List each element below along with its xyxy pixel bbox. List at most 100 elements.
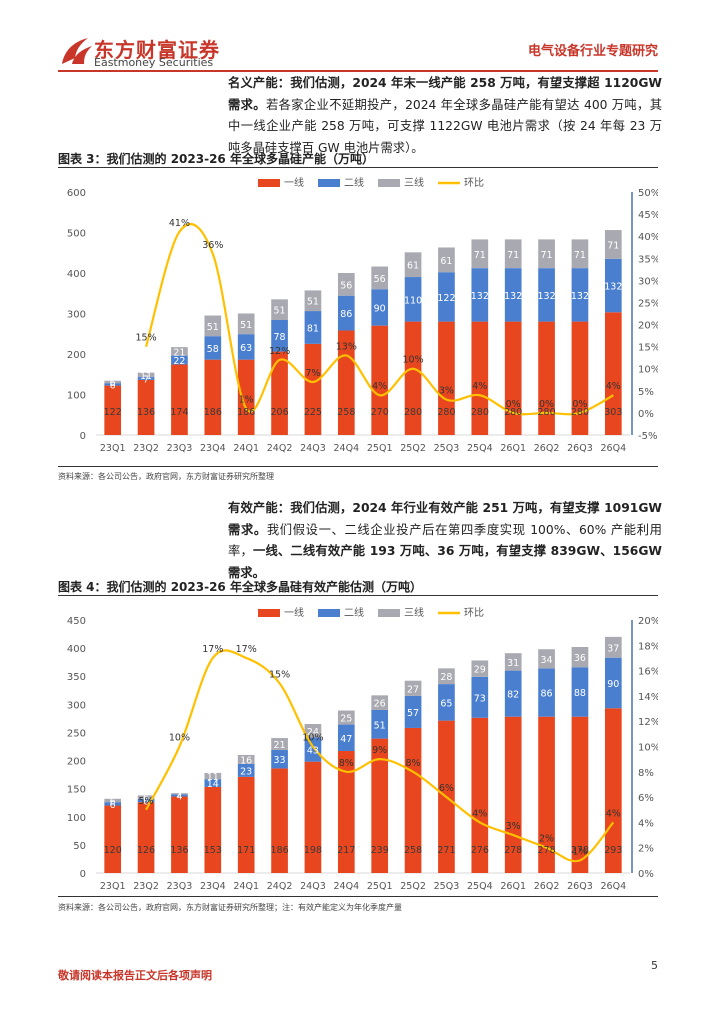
chart4-title: 图表 4：我们估测的 2023-26 年全球多晶硅有效产能估测（万吨） [58, 580, 422, 594]
x-tick-label: 26Q1 [500, 881, 526, 890]
data-label-tier2: 33 [274, 755, 286, 766]
x-tick-label: 23Q2 [133, 443, 159, 454]
data-label-tier1: 280 [537, 407, 555, 418]
chart3-bottom-rule [58, 466, 658, 467]
y-tick-label: 0 [80, 869, 86, 880]
data-label-mom: 5% [139, 796, 154, 807]
y-tick-label: 500 [67, 229, 86, 240]
chart3-source: 资料来源：各公司公告，政府官网，东方财富证券研究所整理 [58, 472, 274, 481]
para2-text1: 我们假设一、二线企业投产后在第四季度实现 100%、60% 产能利用率， [228, 522, 662, 559]
x-tick-label: 23Q4 [200, 881, 226, 890]
y2-tick-label: 8% [638, 768, 654, 779]
series-line-mom [145, 649, 615, 863]
data-label-tier3: 6 [110, 796, 116, 807]
data-label-tier2: 132 [471, 291, 489, 302]
y2-tick-label: 18% [638, 641, 658, 652]
bar-tier3 [471, 660, 489, 677]
data-label-mom: 17% [236, 644, 257, 655]
bar-tier2 [471, 676, 489, 718]
data-label-mom: 0% [539, 399, 554, 410]
x-tick-label: 25Q3 [434, 443, 460, 454]
bar-tier1 [304, 761, 322, 873]
data-label-tier1: 120 [104, 845, 122, 856]
bar-tier3 [404, 252, 422, 278]
y2-tick-label: 12% [638, 717, 658, 728]
legend-label-0: 一线 [284, 176, 304, 189]
y2-tick-label: 0% [638, 409, 654, 420]
bar-tier2 [504, 670, 522, 717]
bar-tier3 [538, 239, 555, 269]
data-label-mom: 3% [439, 386, 454, 397]
data-label-tier3: 51 [274, 306, 286, 317]
x-tick-label: 23Q3 [167, 443, 193, 454]
legend-label-line: 环比 [464, 177, 484, 189]
bar-tier3 [438, 668, 455, 685]
data-label-tier1: 136 [137, 407, 155, 418]
bar-tier3 [337, 273, 355, 296]
bar-tier1 [237, 776, 255, 873]
data-label-tier2: 132 [571, 291, 589, 302]
data-label-tier2: 51 [374, 720, 386, 731]
data-label-tier3: 21 [274, 740, 286, 751]
bar-tier3 [504, 653, 522, 671]
y-tick-label: 200 [67, 350, 86, 361]
bar-tier3 [571, 646, 589, 668]
data-label-tier1: 303 [604, 407, 622, 418]
bar-tier2 [438, 272, 455, 322]
data-label-mom: 4% [472, 808, 487, 819]
bar-tier2 [171, 355, 188, 365]
bar-tier3 [604, 636, 622, 658]
bar-tier1 [404, 321, 422, 435]
chart4-top-rule [58, 595, 658, 596]
y2-tick-label: -5% [638, 431, 657, 442]
bar-tier2 [571, 268, 589, 322]
logo-icon [62, 38, 92, 64]
y2-tick-label: 15% [638, 343, 658, 354]
data-label-tier1: 258 [404, 845, 422, 856]
data-label-mom: 4% [472, 381, 487, 392]
bar-tier3 [304, 290, 322, 312]
y2-tick-label: 16% [638, 667, 658, 678]
data-label-tier2: 81 [307, 323, 319, 334]
data-label-tier2: 47 [340, 734, 352, 745]
data-label-mom: 6% [439, 783, 454, 794]
bar-tier2 [471, 268, 489, 322]
data-label-tier1: 198 [304, 845, 322, 856]
data-label-tier1: 225 [304, 407, 322, 418]
bar-tier1 [404, 727, 422, 873]
data-label-mom: 8% [406, 758, 421, 769]
y-tick-label: 150 [67, 785, 86, 796]
y2-tick-label: 50% [638, 188, 658, 199]
y2-tick-label: 45% [638, 210, 658, 221]
bar-tier2 [204, 336, 222, 360]
data-label-tier3: 71 [607, 240, 619, 251]
bar-tier2 [371, 289, 389, 326]
data-label-tier2: 132 [504, 291, 522, 302]
x-tick-label: 25Q4 [467, 443, 493, 454]
data-label-tier2: 90 [607, 679, 619, 690]
para2-bold2: 一线、二线有效产能 193 万吨、36 万吨，有望支撑 839GW、156GW … [228, 544, 662, 580]
bar-tier3 [371, 695, 389, 710]
bar-tier2 [404, 277, 422, 322]
bar-tier3 [471, 239, 489, 269]
chart4: 一线 二线 三线 环比 0 50 100 150 200 250 300 350 400 450 0% 2% 4… [67, 606, 658, 890]
y2-tick-label: 35% [638, 254, 658, 265]
data-label-mom: 41% [169, 218, 190, 229]
data-label-tier2: 22 [173, 356, 185, 367]
y2-tick-label: 20% [638, 321, 658, 332]
chart3-title: 图表 3：我们估测的 2023-26 年全球多晶硅产能（万吨） [58, 152, 374, 166]
x-tick-label: 23Q3 [167, 881, 193, 890]
data-label-tier1: 217 [337, 845, 355, 856]
bar-tier1 [204, 359, 222, 435]
bar-tier1 [471, 717, 489, 873]
x-tick-label: 24Q2 [267, 443, 293, 454]
data-label-tier1: 186 [270, 845, 288, 856]
data-label-tier1: 258 [337, 407, 355, 418]
x-tick-label: 25Q1 [367, 881, 393, 890]
data-label-tier2: 110 [404, 295, 422, 306]
y-tick-label: 0 [80, 431, 86, 442]
bar-tier2 [271, 749, 288, 769]
bar-tier1 [371, 738, 389, 873]
legend-swatch-1 [318, 179, 340, 187]
x-tick-label: 25Q3 [434, 881, 460, 890]
